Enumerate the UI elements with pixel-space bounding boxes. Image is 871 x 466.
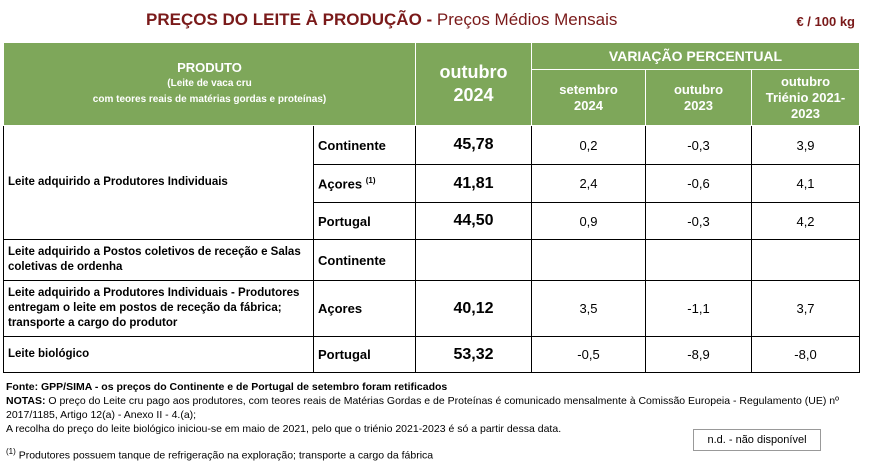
location-cell: Continente xyxy=(313,239,416,281)
footnote: (1) Produtores possuem tanque de refrige… xyxy=(6,447,434,462)
price-cell: 45,78 xyxy=(415,125,532,165)
table-row: Leite adquirido a Produtores Individuais… xyxy=(3,125,861,240)
location-cell: Continente xyxy=(313,125,416,165)
nd-legend-box: n.d. - não disponível xyxy=(693,429,821,451)
var-cell: -0,6 xyxy=(645,164,752,203)
var-cell xyxy=(531,239,646,281)
price-cell: 40,12 xyxy=(415,280,532,337)
header-var-trienio: outubro Triénio 2021-2023 xyxy=(750,69,861,126)
var-cell: 3,7 xyxy=(750,280,861,337)
price-table: PRODUTO (Leite de vaca cru com teores re… xyxy=(3,42,861,373)
var-cell: 3,9 xyxy=(750,125,861,165)
page-title: PREÇOS DO LEITE À PRODUÇÃO - Preços Médi… xyxy=(146,10,618,29)
var-cell xyxy=(750,239,861,281)
row-label: Leite adquirido a Produtores Individuais… xyxy=(3,280,314,337)
notes-text: NOTAS: O preço do Leite cru pago aos pro… xyxy=(6,395,839,421)
location-cell: Portugal xyxy=(313,336,416,373)
table-row: Portugal 44,50 0,9 -0,3 4,2 xyxy=(4,202,861,240)
header-variacao: VARIAÇÃO PERCENTUAL xyxy=(530,42,861,70)
notes-block: Fonte: GPP/SIMA - os preços do Continent… xyxy=(6,380,852,436)
row-label: Leite adquirido a Produtores Individuais xyxy=(3,125,314,240)
price-cell: 53,32 xyxy=(415,336,532,373)
unit-label: € / 100 kg xyxy=(796,14,855,29)
var-cell: -0,5 xyxy=(531,336,646,373)
table-row: Leite adquirido a Postos coletivos de re… xyxy=(3,239,861,281)
var-cell: -0,3 xyxy=(645,202,752,240)
price-cell xyxy=(415,239,532,281)
table-row: Leite adquirido a Produtores Individuais… xyxy=(3,280,861,337)
var-cell xyxy=(645,239,752,281)
table-row: Leite biológico Portugal 53,32 -0,5 -8,9… xyxy=(3,336,861,373)
source-note: Fonte: GPP/SIMA - os preços do Continent… xyxy=(6,381,448,393)
var-cell: 3,5 xyxy=(531,280,646,337)
var-cell: -8,9 xyxy=(645,336,752,373)
price-cell: 44,50 xyxy=(415,202,532,240)
header-var-setembro: setembro 2024 xyxy=(531,69,646,126)
var-cell: 4,2 xyxy=(750,202,861,240)
header-month: outubro 2024 xyxy=(415,42,532,126)
price-cell: 41,81 xyxy=(415,164,532,203)
row-label: Leite biológico xyxy=(3,336,314,373)
table-row: Açores (1) 41,81 2,4 -0,6 4,1 xyxy=(4,164,861,203)
var-cell: 0,2 xyxy=(531,125,646,165)
header-var-outubro: outubro 2023 xyxy=(645,69,752,126)
var-cell: 2,4 xyxy=(531,164,646,203)
header-produto: PRODUTO (Leite de vaca cru com teores re… xyxy=(3,42,416,126)
var-cell: -8,0 xyxy=(750,336,861,373)
location-cell: Portugal xyxy=(313,202,416,240)
location-cell: Açores (1) xyxy=(313,164,416,203)
var-cell: -0,3 xyxy=(645,125,752,165)
var-cell: 4,1 xyxy=(750,164,861,203)
row-label: Leite adquirido a Postos coletivos de re… xyxy=(3,239,314,281)
organic-note: A recolha do preço do leite biológico in… xyxy=(6,423,562,435)
var-cell: 0,9 xyxy=(531,202,646,240)
location-cell: Açores xyxy=(313,280,416,337)
var-cell: -1,1 xyxy=(645,280,752,337)
